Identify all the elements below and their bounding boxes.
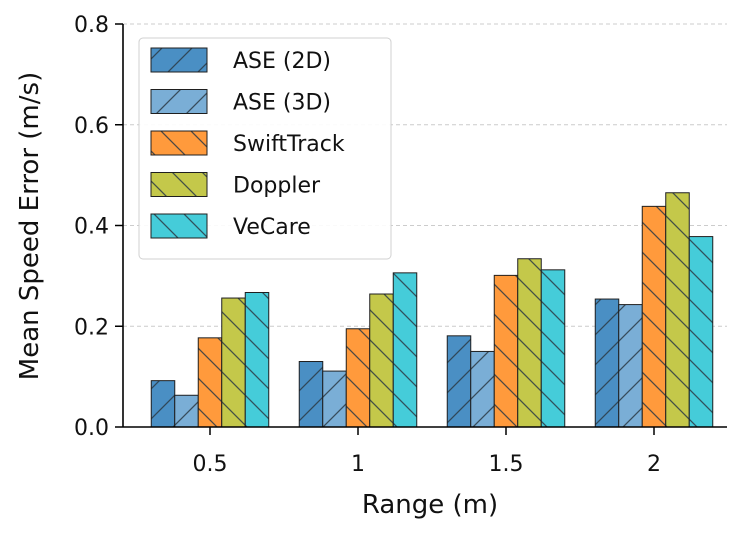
legend-label: Doppler [233, 174, 321, 199]
legend-swatch [150, 213, 208, 239]
bar [665, 192, 690, 428]
legend-swatch [150, 172, 208, 197]
bar [369, 293, 394, 428]
y-tick-label: 0.2 [74, 315, 109, 340]
bar [517, 258, 542, 428]
bar [345, 328, 371, 428]
y-tick-label: 0.6 [74, 114, 109, 139]
bars [150, 192, 714, 428]
x-tick-label: 1 [351, 452, 365, 477]
bar [594, 298, 620, 428]
bar [493, 274, 519, 428]
bar [392, 272, 418, 428]
bar [641, 205, 667, 428]
bar [244, 291, 270, 428]
bar [322, 370, 347, 428]
bar [298, 361, 324, 428]
bar [470, 350, 495, 428]
legend-label: SwiftTrack [233, 132, 345, 157]
y-axis-title: Mean Speed Error (m/s) [15, 72, 45, 380]
bar [540, 269, 566, 428]
bar [688, 236, 714, 428]
y-tick-label: 0.0 [74, 416, 109, 441]
y-tick-label: 0.4 [74, 215, 109, 240]
bar [446, 335, 472, 428]
x-tick-label: 0.5 [193, 452, 228, 477]
x-tick-label: 2 [647, 452, 661, 477]
legend: ASE (2D) ASE (3D) SwiftTrack Doppler VeCare [138, 37, 392, 260]
x-tick-label: 1.5 [489, 452, 524, 477]
legend-label: ASE (3D) [233, 91, 331, 116]
legend-swatch [150, 47, 208, 73]
axes: 0.0 0.2 0.4 0.6 0.8 0.5 1 1.5 2 [74, 13, 727, 477]
legend-swatch [150, 130, 208, 156]
bar [221, 297, 246, 428]
bar [197, 337, 223, 428]
bar [618, 304, 643, 428]
x-axis-title: Range (m) [362, 490, 498, 520]
bar [174, 394, 199, 428]
legend-swatch [150, 89, 208, 114]
y-tick-label: 0.8 [74, 13, 109, 38]
legend-label: VeCare [233, 215, 311, 240]
legend-label: ASE (2D) [233, 49, 331, 74]
bar [150, 380, 176, 428]
